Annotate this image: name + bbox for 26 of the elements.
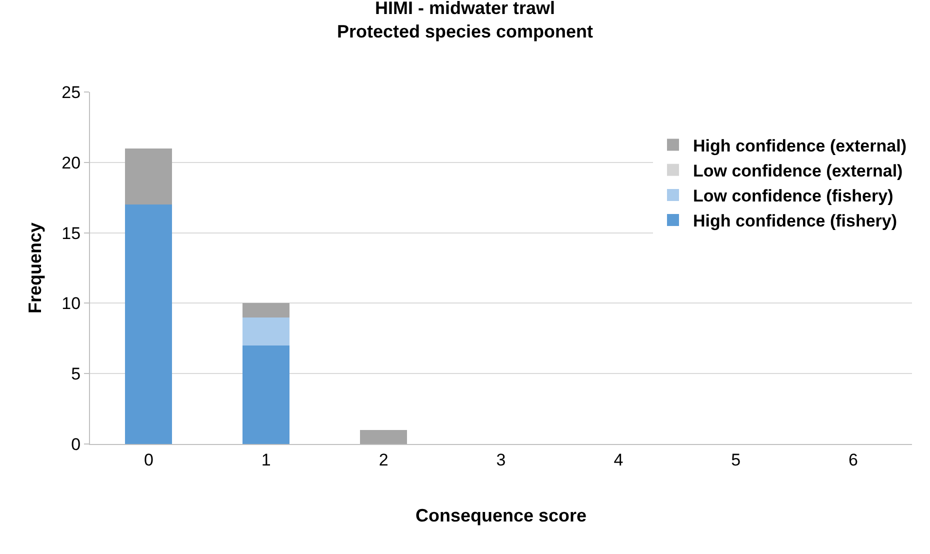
y-tick-label: 15	[62, 224, 81, 243]
bar	[125, 204, 172, 444]
bar	[242, 303, 290, 318]
legend-label: High confidence (fishery)	[693, 212, 898, 231]
y-tick-label: 5	[71, 364, 81, 384]
y-tick-label: 10	[62, 294, 81, 314]
legend-label: Low confidence (external)	[693, 161, 903, 180]
x-axis-title: Consequence score	[415, 506, 587, 526]
bar	[242, 345, 290, 444]
x-tick-label: 1	[261, 450, 271, 470]
x-tick-label: 0	[144, 450, 154, 470]
y-tick-label: 0	[71, 434, 81, 454]
x-tick-label: 6	[848, 450, 858, 470]
x-tick-label: 5	[731, 450, 741, 470]
y-axis-title: Frequency	[24, 222, 45, 314]
bar	[360, 430, 408, 444]
legend-label: Low confidence (fishery)	[693, 186, 894, 206]
y-tick-label: 20	[62, 153, 81, 172]
x-tick-label: 4	[614, 450, 624, 470]
x-tick-label: 3	[496, 450, 506, 470]
bar	[125, 148, 172, 205]
y-tick-label: 25	[62, 82, 81, 102]
legend-label: High confidence (external)	[693, 136, 906, 156]
x-tick-label: 2	[378, 450, 388, 470]
chart-title: HIMI - midwater trawl Protected species component	[336, 0, 594, 42]
bar	[242, 317, 290, 346]
